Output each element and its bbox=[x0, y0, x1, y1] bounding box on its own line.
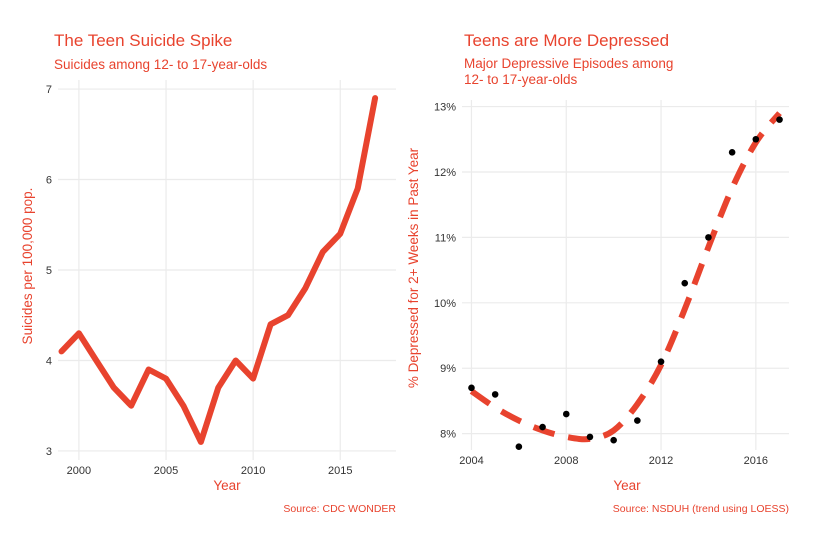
depression-chart-x-axis-title: Year bbox=[613, 478, 641, 493]
y-tick-label: 7 bbox=[46, 84, 52, 96]
suicide-chart-gridlines bbox=[58, 80, 396, 460]
x-tick-label: 2012 bbox=[649, 455, 673, 467]
data-point bbox=[681, 279, 689, 287]
x-tick-label: 2004 bbox=[459, 455, 483, 467]
y-tick-label: 5 bbox=[46, 265, 52, 277]
x-tick-label: 2015 bbox=[328, 465, 352, 477]
y-tick-label: 6 bbox=[46, 175, 52, 187]
depression-chart-y-ticks: 8% 9% 10% 11% 12% 13% bbox=[434, 102, 456, 441]
data-point bbox=[515, 443, 523, 451]
x-tick-label: 2016 bbox=[744, 455, 768, 467]
x-tick-label: 2000 bbox=[67, 465, 91, 477]
suicide-chart-y-axis-title: Suicides per 100,000 pop. bbox=[20, 188, 35, 345]
data-point bbox=[468, 384, 475, 392]
depression-chart-source: Source: NSDUH (trend using LOESS) bbox=[613, 503, 789, 515]
x-tick-label: 2010 bbox=[241, 465, 265, 477]
y-tick-label: 11% bbox=[435, 232, 456, 244]
y-tick-label: 10% bbox=[434, 298, 456, 310]
suicide-chart-y-ticks: 3 4 5 6 7 bbox=[46, 84, 52, 458]
y-tick-label: 12% bbox=[434, 167, 456, 179]
y-tick-label: 3 bbox=[46, 446, 52, 458]
x-tick-label: 2008 bbox=[554, 455, 578, 467]
data-point bbox=[752, 135, 760, 143]
y-tick-label: 8% bbox=[440, 429, 456, 441]
data-point bbox=[562, 410, 570, 418]
suicide-chart: The Teen Suicide Spike Suicides among 12… bbox=[20, 31, 396, 515]
suicide-chart-source: Source: CDC WONDER bbox=[283, 503, 396, 515]
data-point bbox=[610, 436, 617, 444]
depression-chart-x-ticks: 2004 2008 2012 2016 bbox=[459, 455, 768, 467]
depression-chart-title: Teens are More Depressed bbox=[464, 31, 669, 50]
depression-data-points bbox=[468, 116, 783, 451]
suicide-rate-line bbox=[58, 95, 379, 445]
depression-chart-y-axis-title: % Depressed for 2+ Weeks in Past Year bbox=[406, 147, 421, 388]
suicide-chart-x-ticks: 2000 2005 2010 2015 bbox=[67, 465, 353, 477]
data-point bbox=[586, 433, 594, 441]
data-point bbox=[776, 116, 783, 123]
depression-loess-trend-line bbox=[469, 111, 782, 443]
y-tick-label: 13% bbox=[434, 102, 456, 114]
data-point bbox=[728, 149, 736, 156]
depression-chart-subtitle-line-2: 12- to 17-year-olds bbox=[464, 72, 578, 87]
suicide-chart-x-axis-title: Year bbox=[213, 478, 241, 493]
data-point bbox=[705, 234, 712, 241]
x-tick-label: 2005 bbox=[154, 465, 178, 477]
data-point bbox=[657, 358, 665, 365]
data-point bbox=[539, 423, 546, 431]
y-tick-label: 9% bbox=[440, 363, 456, 375]
data-point bbox=[491, 391, 499, 398]
depression-chart-gridlines bbox=[462, 100, 789, 450]
depression-chart: Teens are More Depressed Major Depressiv… bbox=[406, 31, 789, 515]
y-tick-label: 4 bbox=[46, 355, 52, 367]
data-point bbox=[634, 417, 641, 424]
depression-chart-subtitle-line-1: Major Depressive Episodes among bbox=[464, 56, 673, 71]
suicide-chart-subtitle: Suicides among 12- to 17-year-olds bbox=[54, 57, 267, 72]
suicide-chart-title: The Teen Suicide Spike bbox=[54, 31, 232, 50]
